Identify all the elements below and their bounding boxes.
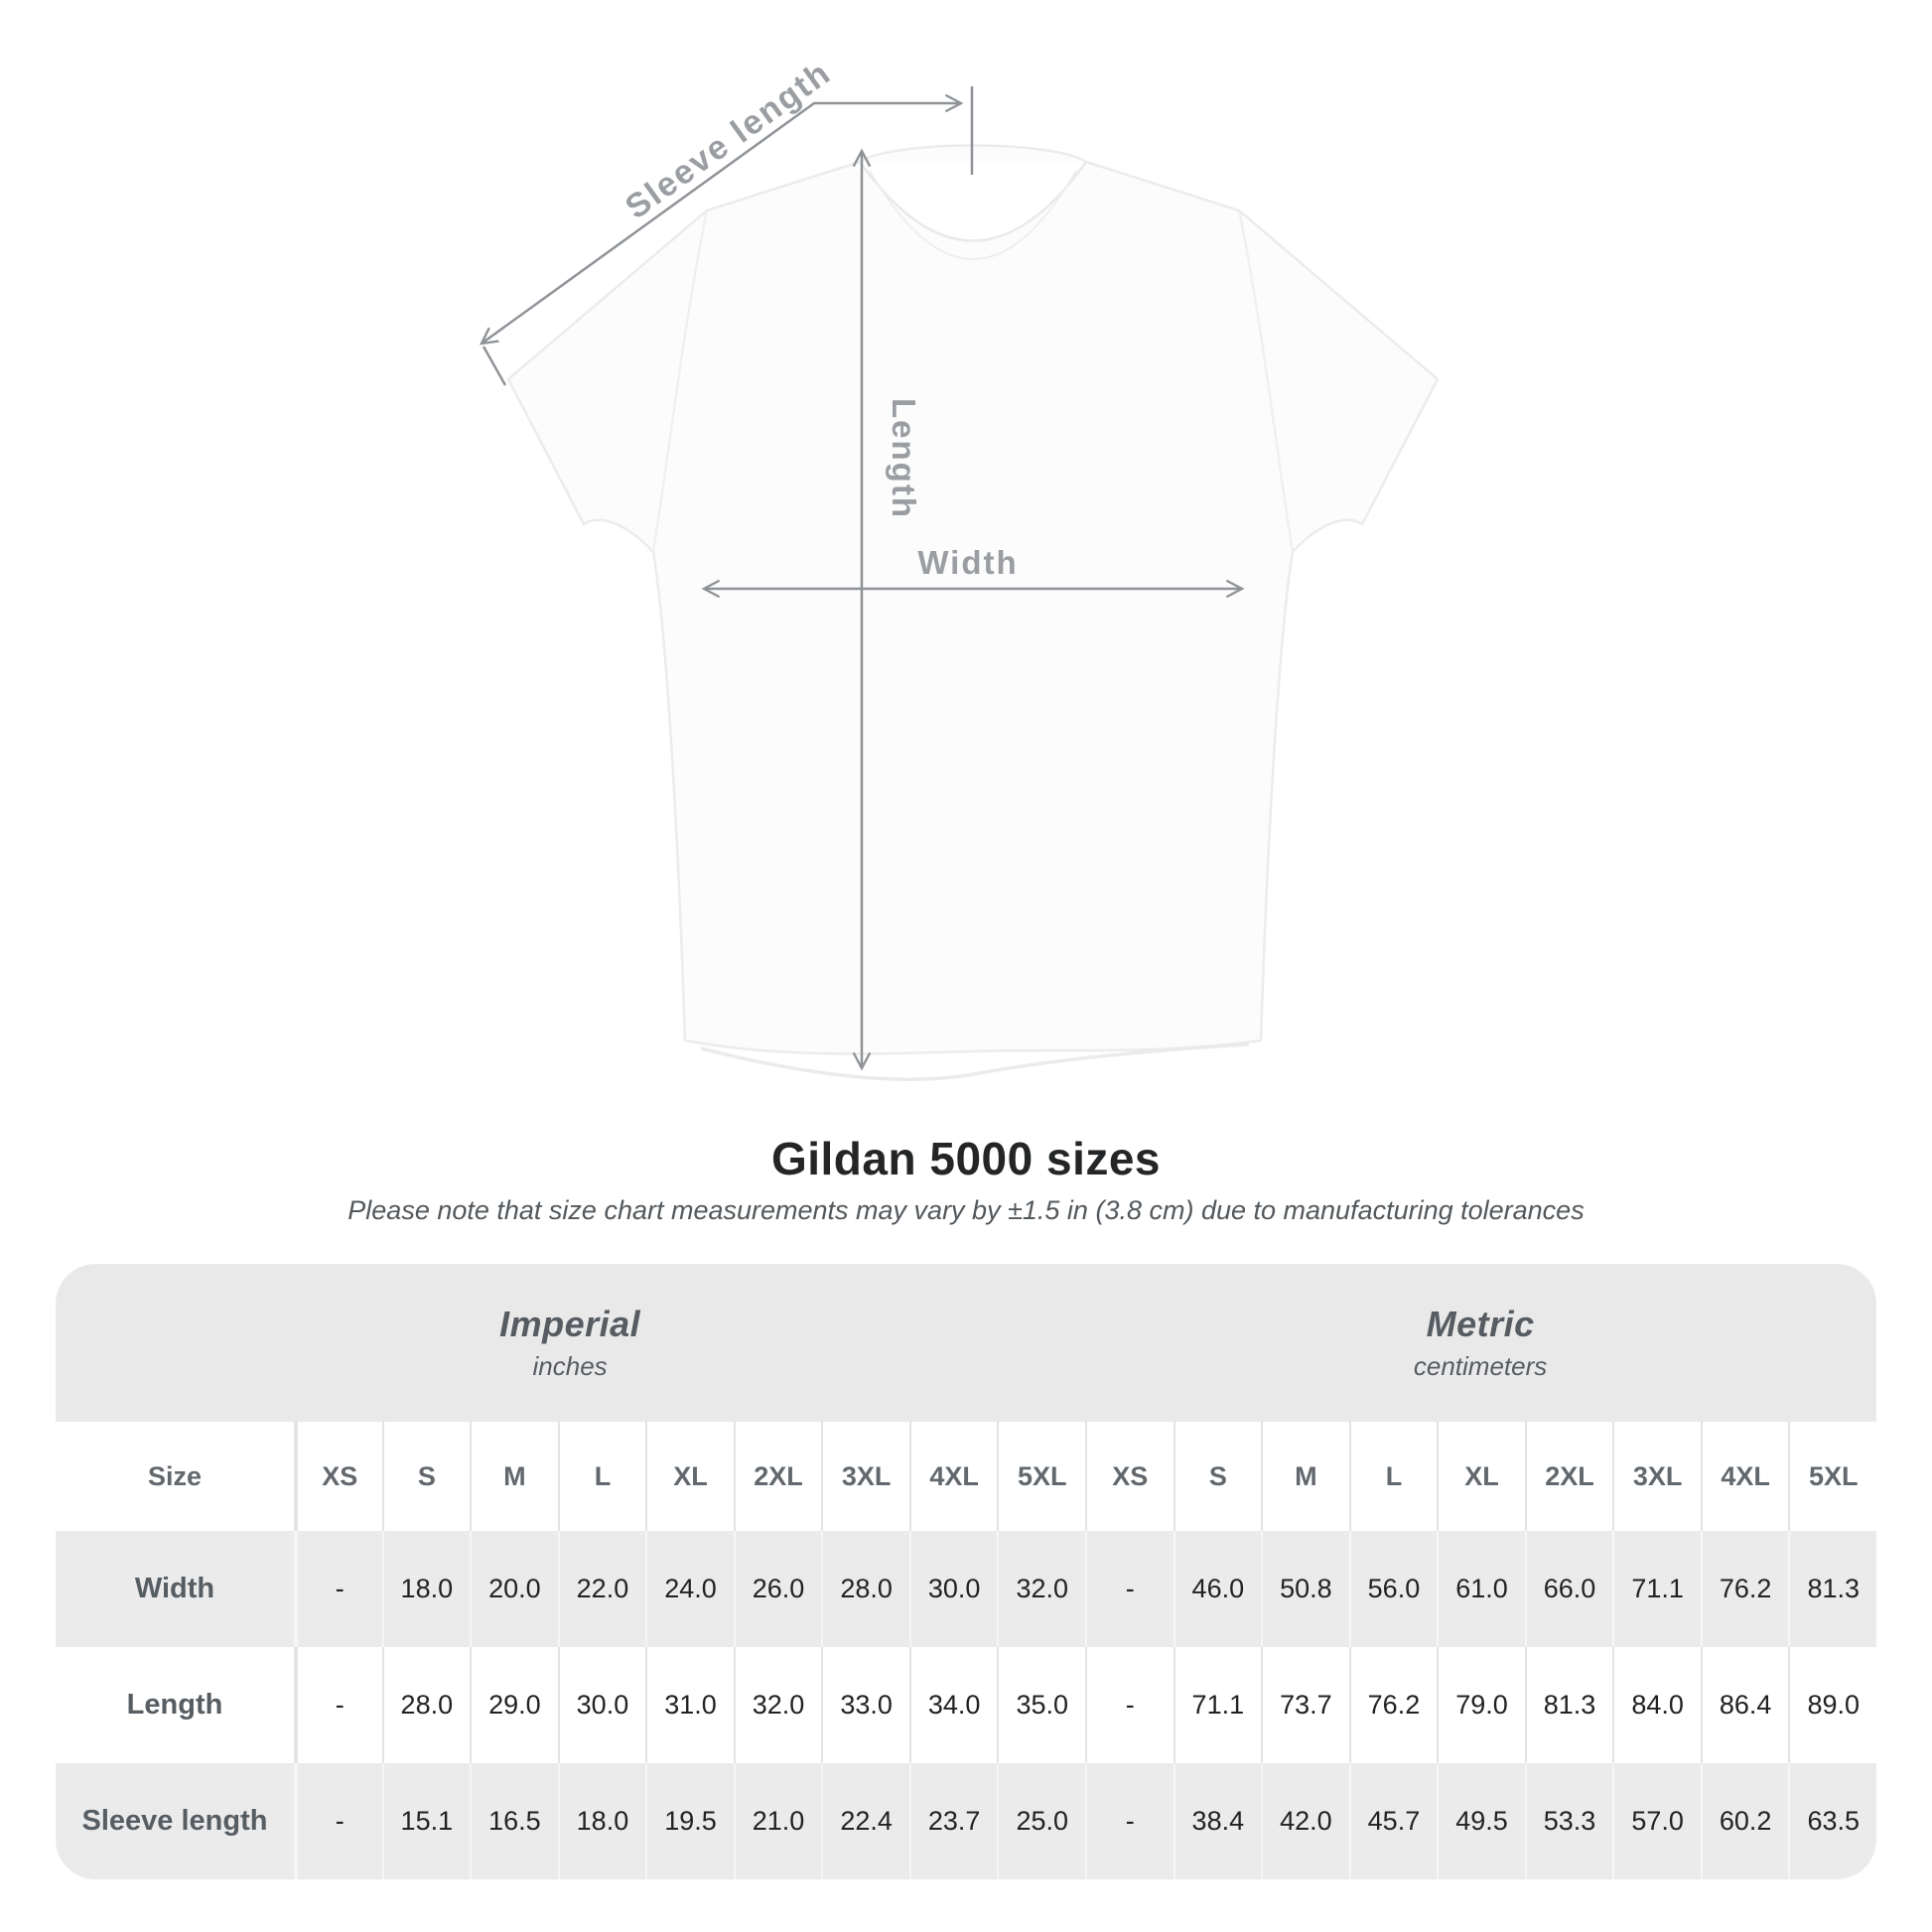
value-cell: - bbox=[1085, 1763, 1173, 1879]
row-label: Sleeve length bbox=[81, 1805, 268, 1837]
page-title: Gildan 5000 sizes bbox=[770, 1133, 1162, 1184]
value-cell: 73.7 bbox=[1261, 1647, 1349, 1763]
value-cell: 15.1 bbox=[381, 1763, 471, 1879]
unit-group-metric: Metric centimeters bbox=[1084, 1264, 1876, 1422]
value-cell: 18.0 bbox=[381, 1531, 471, 1647]
table-row-width: Width -18.0 20.0 22.0 24.0 26.0 28.0 30.0 32.0-4… bbox=[56, 1531, 1876, 1647]
value-cell: 63.5 bbox=[1788, 1763, 1876, 1879]
value-cell: 71.1 bbox=[1173, 1647, 1262, 1763]
size-header-cell: XL bbox=[1437, 1422, 1525, 1531]
value-cell: 24.0 bbox=[645, 1531, 734, 1647]
value-cell: 46.0 bbox=[1173, 1531, 1262, 1647]
value-cell: 32.0 bbox=[997, 1531, 1085, 1647]
size-header-cell: S bbox=[1173, 1422, 1262, 1531]
imperial-group-name: Imperial bbox=[499, 1304, 641, 1344]
value-cell: 30.0 bbox=[557, 1647, 646, 1763]
value-cell: 79.0 bbox=[1437, 1647, 1525, 1763]
value-cell: 35.0 bbox=[997, 1647, 1085, 1763]
value-cell: 20.0 bbox=[470, 1531, 558, 1647]
value-cell: 28.0 bbox=[821, 1531, 909, 1647]
value-cell: 45.7 bbox=[1348, 1763, 1438, 1879]
value-cell: 66.0 bbox=[1524, 1531, 1613, 1647]
sleeve-length-measure-line bbox=[479, 93, 964, 345]
size-header-cell: 4XL bbox=[1700, 1422, 1789, 1531]
value-cell: 50.8 bbox=[1261, 1531, 1349, 1647]
length-label: Length bbox=[886, 398, 922, 519]
size-header-cell: XS bbox=[1085, 1422, 1173, 1531]
value-cell: 30.0 bbox=[908, 1531, 998, 1647]
value-cell: - bbox=[1085, 1647, 1173, 1763]
value-cell: 57.0 bbox=[1612, 1763, 1701, 1879]
width-label: Width bbox=[917, 544, 1018, 581]
unit-group-imperial: Imperial inches bbox=[56, 1264, 1084, 1422]
row-label: Length bbox=[126, 1689, 223, 1721]
value-cell: 76.2 bbox=[1700, 1531, 1789, 1647]
value-cell: 42.0 bbox=[1261, 1763, 1349, 1879]
size-table: Imperial inches Metric centimeters Size … bbox=[56, 1264, 1876, 1879]
size-header-cell: 5XL bbox=[997, 1422, 1085, 1531]
metric-group-unit: centimeters bbox=[1413, 1351, 1548, 1381]
size-header-cell: 2XL bbox=[733, 1422, 822, 1531]
value-cell: 29.0 bbox=[470, 1647, 558, 1763]
imperial-group-unit: inches bbox=[532, 1351, 608, 1381]
value-cell: 61.0 bbox=[1437, 1531, 1525, 1647]
value-cell: 76.2 bbox=[1348, 1647, 1438, 1763]
value-cell: 16.5 bbox=[470, 1763, 558, 1879]
value-cell: 22.4 bbox=[821, 1763, 909, 1879]
value-cell: - bbox=[1085, 1531, 1173, 1647]
value-cell: 28.0 bbox=[381, 1647, 471, 1763]
value-cell: 81.3 bbox=[1524, 1647, 1613, 1763]
value-cell: - bbox=[294, 1531, 382, 1647]
size-column-header: Size bbox=[147, 1460, 203, 1491]
value-cell: 53.3 bbox=[1524, 1763, 1613, 1879]
value-cell: - bbox=[294, 1763, 382, 1879]
size-header-cell: 2XL bbox=[1524, 1422, 1613, 1531]
value-cell: 71.1 bbox=[1612, 1531, 1701, 1647]
value-cell: 81.3 bbox=[1788, 1531, 1876, 1647]
value-cell: 34.0 bbox=[908, 1647, 998, 1763]
hem-shadow bbox=[700, 1042, 1250, 1081]
unit-group-band: Imperial inches Metric centimeters bbox=[56, 1264, 1876, 1422]
size-header-cell: M bbox=[1261, 1422, 1349, 1531]
size-header-cell: L bbox=[1348, 1422, 1438, 1531]
metric-group-name: Metric bbox=[1426, 1304, 1535, 1344]
value-cell: 18.0 bbox=[557, 1763, 646, 1879]
value-cell: 56.0 bbox=[1348, 1531, 1438, 1647]
value-cell: 32.0 bbox=[733, 1647, 822, 1763]
value-cell: 22.0 bbox=[557, 1531, 646, 1647]
size-header-cell: L bbox=[557, 1422, 646, 1531]
value-cell: 89.0 bbox=[1788, 1647, 1876, 1763]
size-header-cell: 5XL bbox=[1788, 1422, 1876, 1531]
size-header-cell: 3XL bbox=[1612, 1422, 1701, 1531]
value-cell: 19.5 bbox=[645, 1763, 734, 1879]
size-header-cell: 4XL bbox=[908, 1422, 998, 1531]
value-cell: 84.0 bbox=[1612, 1647, 1701, 1763]
value-cell: - bbox=[294, 1647, 382, 1763]
value-cell: 25.0 bbox=[997, 1763, 1085, 1879]
size-header-cell: 3XL bbox=[821, 1422, 909, 1531]
table-row-sleeve-length: Sleeve length -15.1 16.5 18.0 19.5 21.0 22.4 23… bbox=[56, 1763, 1876, 1879]
size-header-cell: XS bbox=[294, 1422, 382, 1531]
value-cell: 23.7 bbox=[908, 1763, 998, 1879]
value-cell: 60.2 bbox=[1700, 1763, 1789, 1879]
row-label: Width bbox=[134, 1573, 215, 1604]
value-cell: 86.4 bbox=[1700, 1647, 1789, 1763]
value-cell: 31.0 bbox=[645, 1647, 734, 1763]
tshirt-outline bbox=[506, 144, 1440, 1055]
size-header-row: Size XS S M L XL 2XL 3XL 4XL 5XL XS S M L XL 2XL 3XL 4XL… bbox=[56, 1422, 1876, 1531]
tshirt-measurement-diagram: Sleeve length Length Width bbox=[479, 54, 1440, 1081]
value-cell: 21.0 bbox=[733, 1763, 822, 1879]
value-cell: 26.0 bbox=[733, 1531, 822, 1647]
page-subtitle: Please note that size chart measurements… bbox=[347, 1195, 1585, 1225]
value-cell: 49.5 bbox=[1437, 1763, 1525, 1879]
table-row-length: Length -28.0 29.0 30.0 31.0 32.0 33.0 34.0 35.0-… bbox=[56, 1647, 1876, 1763]
right-sleeve-seam bbox=[1237, 209, 1295, 553]
value-cell: 38.4 bbox=[1173, 1763, 1262, 1879]
size-header-cell: M bbox=[470, 1422, 558, 1531]
value-cell: 33.0 bbox=[821, 1647, 909, 1763]
size-header-cell: XL bbox=[645, 1422, 734, 1531]
sleeve-length-extension-line bbox=[482, 345, 507, 386]
size-header-cell: S bbox=[381, 1422, 471, 1531]
